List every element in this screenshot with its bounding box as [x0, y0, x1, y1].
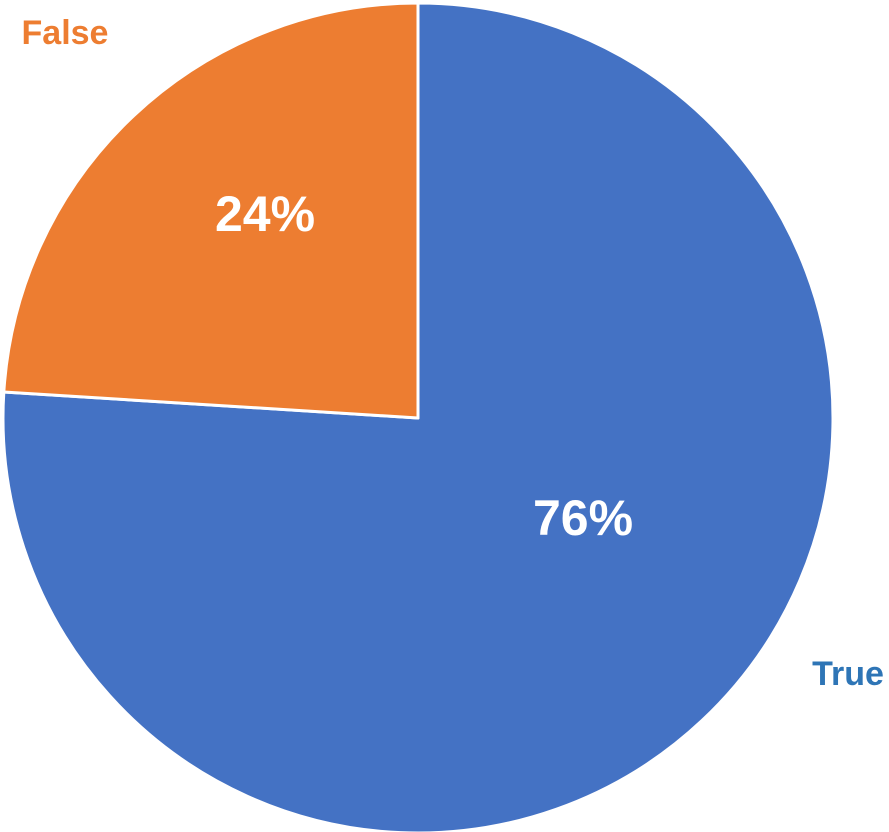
- value-label: 76%: [533, 490, 633, 546]
- pie-slice: [1, 1, 835, 832]
- category-label: True: [812, 655, 884, 693]
- pie-slice: [2, 1, 420, 420]
- value-label: 24%: [215, 186, 315, 242]
- category-label: False: [22, 14, 109, 52]
